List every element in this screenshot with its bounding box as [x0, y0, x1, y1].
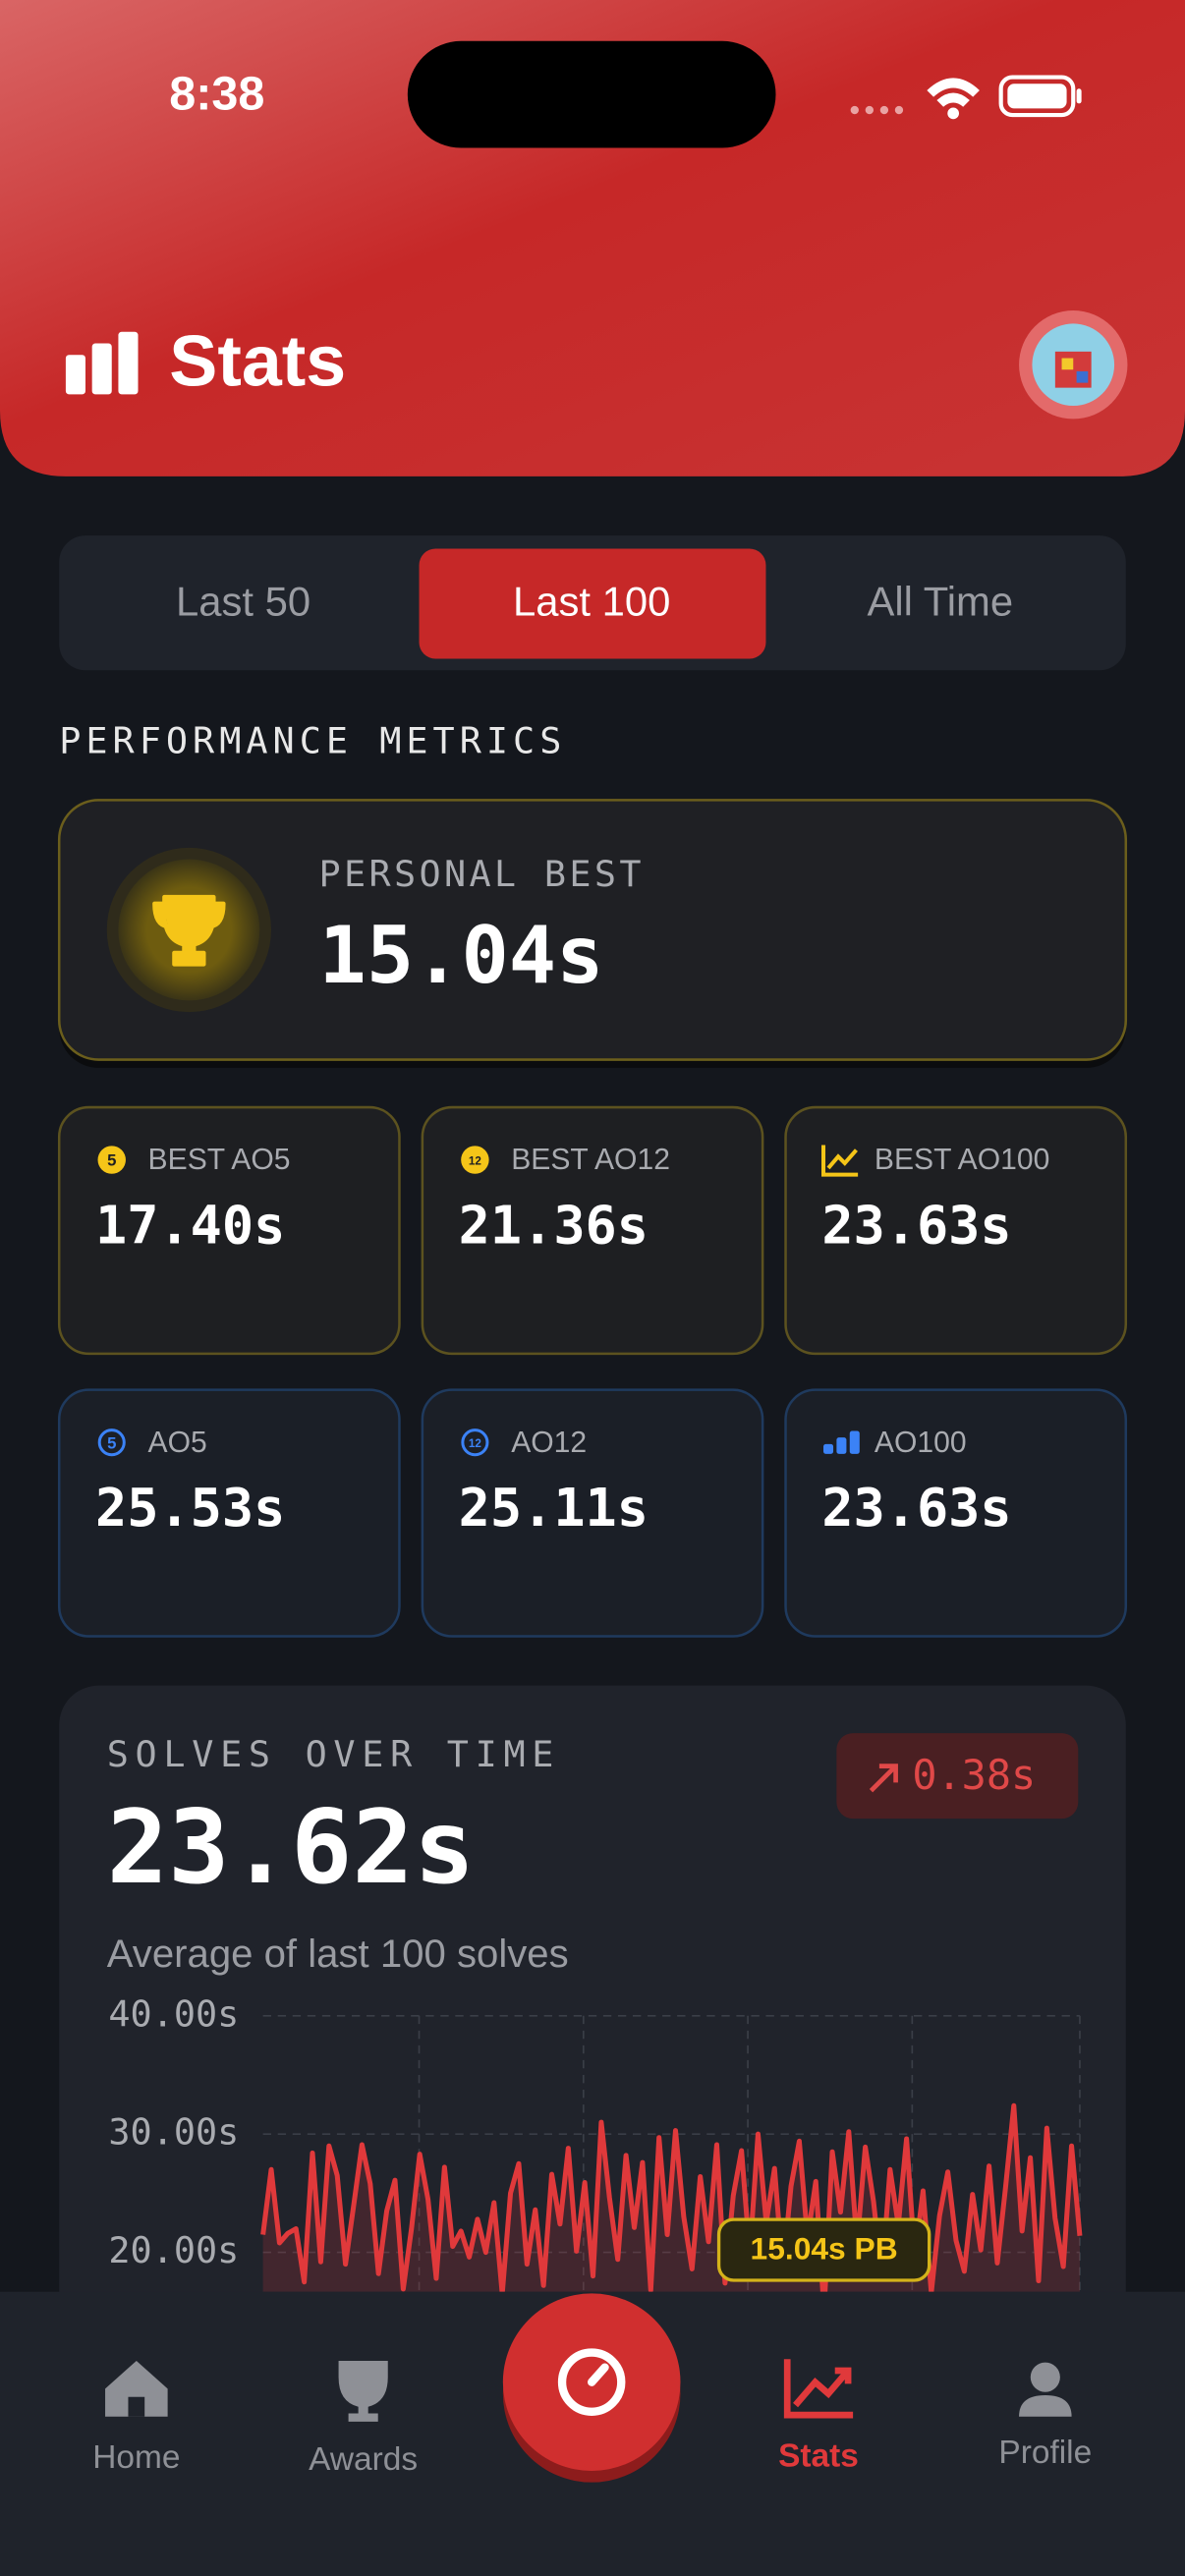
header [0, 0, 1185, 476]
metric-icon [821, 1145, 859, 1177]
y-tick-label: 30.00s [108, 2111, 239, 2154]
metric-badge-text: 5 [107, 1433, 116, 1452]
tab-label[interactable]: Last 100 [513, 578, 670, 624]
metric-value: 25.11s [459, 1477, 649, 1539]
personal-best-card [57, 799, 1128, 1061]
metric-icon [836, 1437, 847, 1454]
metric-value: 23.63s [821, 1194, 1011, 1256]
metric-icon [823, 1443, 834, 1454]
annotation-text: 15.04s PB [751, 2230, 898, 2266]
status-time: 8:38 [169, 67, 264, 120]
metric-card [784, 1105, 1128, 1356]
metric-card [57, 1105, 401, 1356]
page-title: Stats [169, 319, 346, 401]
change-badge [836, 1733, 1079, 1820]
metric-badge [97, 1146, 126, 1174]
avatar[interactable] [1019, 310, 1128, 420]
metric-badge-text: 5 [107, 1151, 116, 1170]
section-title: PERFORMANCE METRICS [59, 719, 566, 761]
change-arrow [869, 1764, 898, 1793]
dynamic-island [407, 40, 776, 148]
wifi-icon [927, 78, 980, 120]
metric-badge-text: 12 [469, 1154, 482, 1167]
metric-card [57, 1388, 401, 1638]
chart-headline: 23.62s [107, 1789, 476, 1907]
tab-label[interactable]: Last 50 [176, 578, 310, 624]
nav-label[interactable]: Home [92, 2439, 180, 2476]
metric-label: AO100 [875, 1427, 967, 1459]
nav-label[interactable]: Profile [998, 2435, 1092, 2471]
metric-value: 21.36s [459, 1194, 649, 1256]
metric-label: BEST AO5 [148, 1144, 291, 1176]
metric-card [784, 1388, 1128, 1638]
signal-dots [850, 105, 904, 115]
metric-label: BEST AO100 [875, 1144, 1049, 1176]
chart-subtitle: Average of last 100 solves [107, 1932, 569, 1976]
trophy-icon [152, 894, 226, 967]
metric-icon [849, 1430, 860, 1454]
y-tick-label: 20.00s [108, 2229, 239, 2271]
metric-badge-text: 12 [469, 1437, 482, 1450]
metric-label: AO12 [511, 1427, 587, 1459]
battery-icon [998, 75, 1082, 118]
line [260, 2102, 1083, 2292]
metric-badge [461, 1428, 489, 1457]
tab-active-bg [419, 548, 766, 659]
nav-label[interactable]: Stats [778, 2437, 859, 2474]
annotation-box [716, 2217, 931, 2282]
home-icon[interactable] [105, 2360, 168, 2417]
stats-nav-icon[interactable] [783, 2359, 854, 2419]
metric-value: 25.53s [95, 1477, 285, 1539]
nav-label[interactable]: Awards [309, 2441, 418, 2478]
awards-icon[interactable] [338, 2360, 388, 2422]
chart-title: SOLVES OVER TIME [107, 1733, 560, 1775]
metric-badge [461, 1146, 489, 1174]
metric-card [421, 1388, 764, 1638]
personal-best-value: 15.04s [318, 909, 603, 1001]
metric-label: BEST AO12 [511, 1144, 670, 1176]
metric-badge [97, 1428, 126, 1457]
metric-card [421, 1105, 764, 1356]
metric-label: AO5 [148, 1427, 207, 1459]
metric-value: 17.40s [95, 1194, 285, 1256]
personal-best-label: PERSONAL BEST [318, 853, 644, 895]
change-value: 0.38s [912, 1751, 1036, 1799]
tab-label[interactable]: All Time [867, 578, 1013, 624]
profile-icon[interactable] [1030, 2362, 1060, 2392]
metric-value: 23.63s [821, 1477, 1011, 1539]
plot-area: 40.00s 30.00s 20.00s 15.04s PB [108, 1992, 1083, 2292]
stats-icon [65, 331, 139, 395]
y-tick-label: 40.00s [108, 1992, 239, 2035]
timer-icon [557, 2348, 626, 2416]
